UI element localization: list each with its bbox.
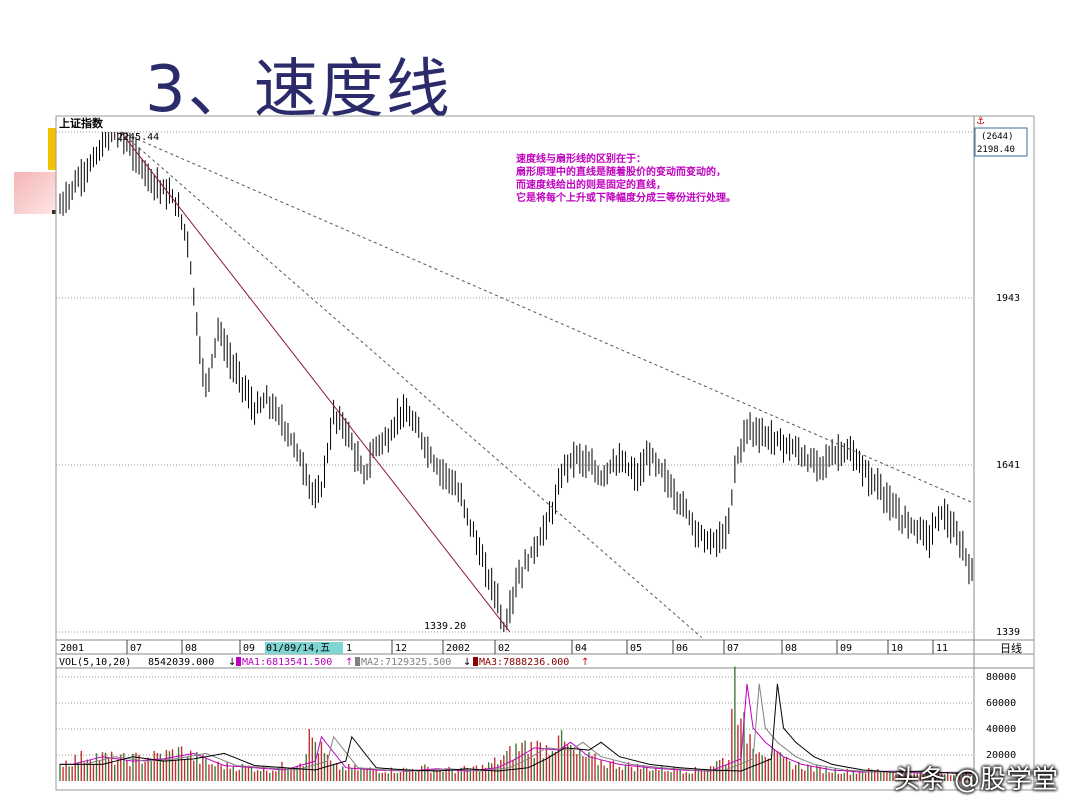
slide-title: 3、速度线 [145,53,452,127]
x-tick-04: 04 [575,643,587,654]
vol-tick-60000: 60000 [986,698,1016,709]
date-cursor-box [265,642,343,654]
low-label: 1339.20 [424,621,466,632]
speed-line-two-thirds [120,131,703,638]
vol-tick-20000: 20000 [986,750,1016,761]
speed-line-one-third [120,131,973,503]
x-tick-09b: 09 [840,643,852,654]
y-tick-1943: 1943 [996,293,1020,304]
volume-ma3: MA3:7888236.000 [479,657,569,668]
x-tick-07b: 07 [727,643,739,654]
x-tick-10: 10 [891,643,903,654]
x-tick-08b: 08 [785,643,797,654]
y-tick-1641: 1641 [996,460,1020,471]
annotation-line-4: 它是将每个上升或下降幅度分成三等份进行处理。 [516,191,736,204]
x-tick-09: 09 [243,643,255,654]
y-tick-1339: 1339 [996,627,1020,638]
annotation-line-1: 速度线与扇形线的区别在于： [516,152,646,165]
decorative-bullet-dot [52,210,56,214]
stock-code: (2644) [981,132,1014,142]
x-tick-2002: 2002 [446,643,470,654]
price-info-box [974,127,1028,157]
price-grid [56,131,974,756]
volume-ma1-line [60,683,973,774]
volume-value: 8542039.000 [148,657,214,668]
volume-bars [59,666,973,781]
month-separators [126,640,934,654]
x-tick-08: 08 [185,643,197,654]
vol-tick-80000: 80000 [986,672,1016,683]
vol-tick-40000: 40000 [986,724,1016,735]
down-arrow-icon-2: ↓ [463,657,471,668]
x-tick-11: 11 [936,643,948,654]
volume-ma2: MA2:7129325.500 [361,657,451,668]
annotation-line-2: 扇形原理中的直线是随着股价的变动而变动的， [516,165,726,178]
volume-ma1: MA1:6813541.500 [242,657,332,668]
x-tick-02: 02 [498,643,510,654]
ma3-swatch [473,657,478,666]
up-arrow-icon: ↑ [345,657,353,668]
high-label: 2245.44 [117,132,159,143]
x-tick-cursor-date: 01/09/14,五 [266,643,330,654]
watermark: 头条 @股学堂 [893,765,1058,795]
x-tick-1: 1 [346,643,352,654]
ma2-swatch [355,657,360,666]
volume-label: VOL(5,10,20) [59,657,131,668]
anchor-icon: ⚓ [976,116,985,127]
chart-title: 上证指数 [59,116,104,130]
x-tick-05: 05 [630,643,642,654]
annotation: 速度线与扇形线的区别在于： 扇形原理中的直线是随着股价的变动而变动的， 而速度线… [516,152,736,204]
up-arrow-icon-2: ↑ [581,657,589,668]
down-arrow-icon: ↓ [228,657,236,668]
decorative-yellow-bar [48,128,56,170]
x-tick-07: 07 [130,643,142,654]
speed-lines [120,131,973,638]
speed-line-main [120,131,511,633]
chart-frame [55,115,1035,791]
x-tick-12: 12 [395,643,407,654]
current-price: 2198.40 [977,145,1015,155]
x-tick-06: 06 [676,643,688,654]
volume-ma3-line [60,683,973,774]
annotation-line-3: 而速度线给出的则是固定的直线， [516,178,666,191]
ma1-swatch [236,657,241,666]
x-tick-2001: 2001 [60,643,84,654]
x-axis-ticks: 2001 07 08 09 01/09/14,五 1 12 2002 02 04… [60,642,948,654]
period-label: 日线 [1000,641,1022,655]
decorative-red-square [14,172,56,214]
